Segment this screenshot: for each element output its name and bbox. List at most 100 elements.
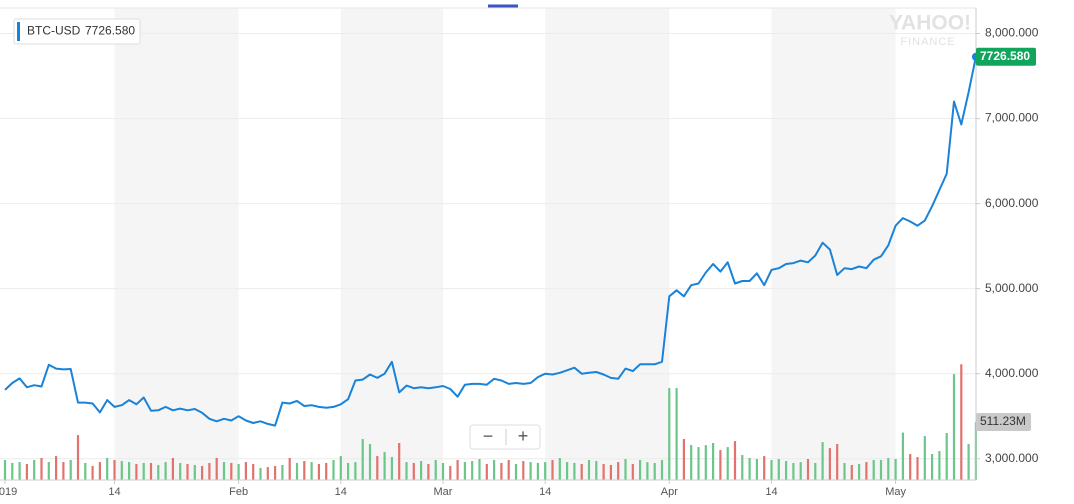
price-line — [4, 56, 977, 427]
volume-bar — [281, 465, 284, 480]
volume-bar — [653, 462, 656, 480]
volume-bar — [595, 461, 598, 480]
volume-bar — [106, 457, 109, 480]
volume-bar — [303, 461, 306, 480]
y-tick-label: 4,000.000 — [985, 366, 1039, 380]
volume-tag-label: 511.23M — [980, 414, 1026, 428]
volume-bar — [295, 462, 299, 480]
volume-bar — [566, 462, 569, 480]
volume-bar — [960, 364, 963, 480]
volume-bar — [449, 466, 452, 480]
volume-bar — [493, 460, 496, 480]
volume-bar — [25, 464, 28, 480]
zoom-in[interactable]: + — [518, 426, 529, 446]
grid — [0, 33, 976, 460]
volume-bar — [923, 436, 926, 480]
x-tick-label: 14 — [335, 486, 347, 498]
volume-bar — [33, 460, 36, 480]
volume-bar — [938, 451, 941, 480]
zoom-out[interactable]: − — [483, 426, 494, 446]
volume-bar — [806, 459, 810, 480]
volume-bar — [850, 465, 853, 480]
x-tick-label: May — [885, 486, 906, 498]
volume-bar — [420, 461, 423, 480]
legend-box — [13, 18, 141, 45]
volume-bar — [792, 462, 795, 480]
volume-bar — [682, 439, 685, 480]
volume-bar — [741, 455, 744, 480]
volume-bar — [726, 447, 729, 480]
volume-bar — [901, 432, 904, 480]
volume-bar — [894, 459, 897, 480]
watermark: YAHOO! — [889, 12, 971, 35]
volume-bar — [230, 462, 233, 480]
volume-bar — [18, 462, 21, 480]
volume-bar — [456, 460, 459, 480]
volume-bar — [339, 456, 342, 480]
volume-bar — [704, 445, 707, 480]
volume-bar — [376, 456, 379, 480]
y-tick-label: 6,000.000 — [985, 196, 1039, 210]
x-tick-label: 14 — [765, 486, 777, 498]
volume-bar — [259, 467, 262, 480]
volume-bar — [179, 462, 182, 480]
volume-bar — [252, 464, 255, 480]
volume-bar — [865, 462, 868, 480]
volume-bar — [288, 457, 291, 480]
volume-bar — [310, 462, 313, 480]
volume-bar — [580, 464, 583, 480]
volume-bar — [931, 454, 934, 480]
volume-bar — [522, 461, 525, 480]
volume-bar — [777, 459, 780, 480]
volume-bar — [529, 462, 532, 480]
watermark: FINANCE — [900, 36, 955, 48]
period-band — [771, 8, 896, 480]
volume-bar — [434, 460, 437, 480]
volume-bar — [675, 388, 678, 480]
volume-bar — [945, 433, 948, 480]
period-band — [114, 8, 239, 480]
volume-bar — [390, 457, 393, 480]
legend: BTC-USD 7726.580 — [13, 18, 141, 45]
price-tag-label: 7726.580 — [980, 49, 1030, 63]
volume-bar — [383, 452, 386, 480]
volume-bar — [573, 462, 576, 480]
volume-bar — [646, 462, 649, 480]
volume-bar — [916, 457, 919, 480]
volume-bar — [55, 456, 58, 480]
volume-bar — [98, 462, 101, 480]
zoom-control: − + — [469, 424, 541, 450]
zoom-box — [469, 424, 541, 450]
volume-bar — [799, 462, 802, 480]
x-tick-label: 14 — [108, 486, 120, 498]
volume-bar — [120, 461, 123, 480]
x-tick-label: Mar — [434, 486, 453, 498]
volume-bar — [697, 447, 700, 480]
x-tick-label: Apr — [661, 486, 678, 498]
volume-bar — [536, 462, 539, 480]
legend-value: 7726.580 — [85, 24, 135, 38]
volume-bar — [719, 450, 722, 480]
volume-bar — [617, 462, 620, 480]
volume-bar — [69, 460, 72, 480]
volume-bar — [215, 457, 218, 480]
volume-bar — [952, 374, 956, 480]
volume-bar — [157, 465, 160, 480]
period-bands — [114, 8, 896, 480]
volume-bar — [441, 462, 445, 480]
volume-bar — [11, 462, 14, 480]
y-tick-label: 7,000.000 — [985, 111, 1039, 125]
volume-bar — [828, 448, 831, 480]
volume-bar — [135, 464, 138, 480]
volume-bar — [186, 464, 189, 480]
volume-bar — [690, 445, 693, 480]
volume-bar — [113, 460, 116, 480]
period-band — [545, 8, 670, 480]
volume-bar — [631, 464, 634, 480]
volume-bar — [858, 464, 861, 480]
volume-bar — [639, 460, 642, 480]
volume-bar — [149, 462, 153, 480]
volume-bar — [347, 462, 350, 480]
volume-bar — [463, 462, 466, 480]
